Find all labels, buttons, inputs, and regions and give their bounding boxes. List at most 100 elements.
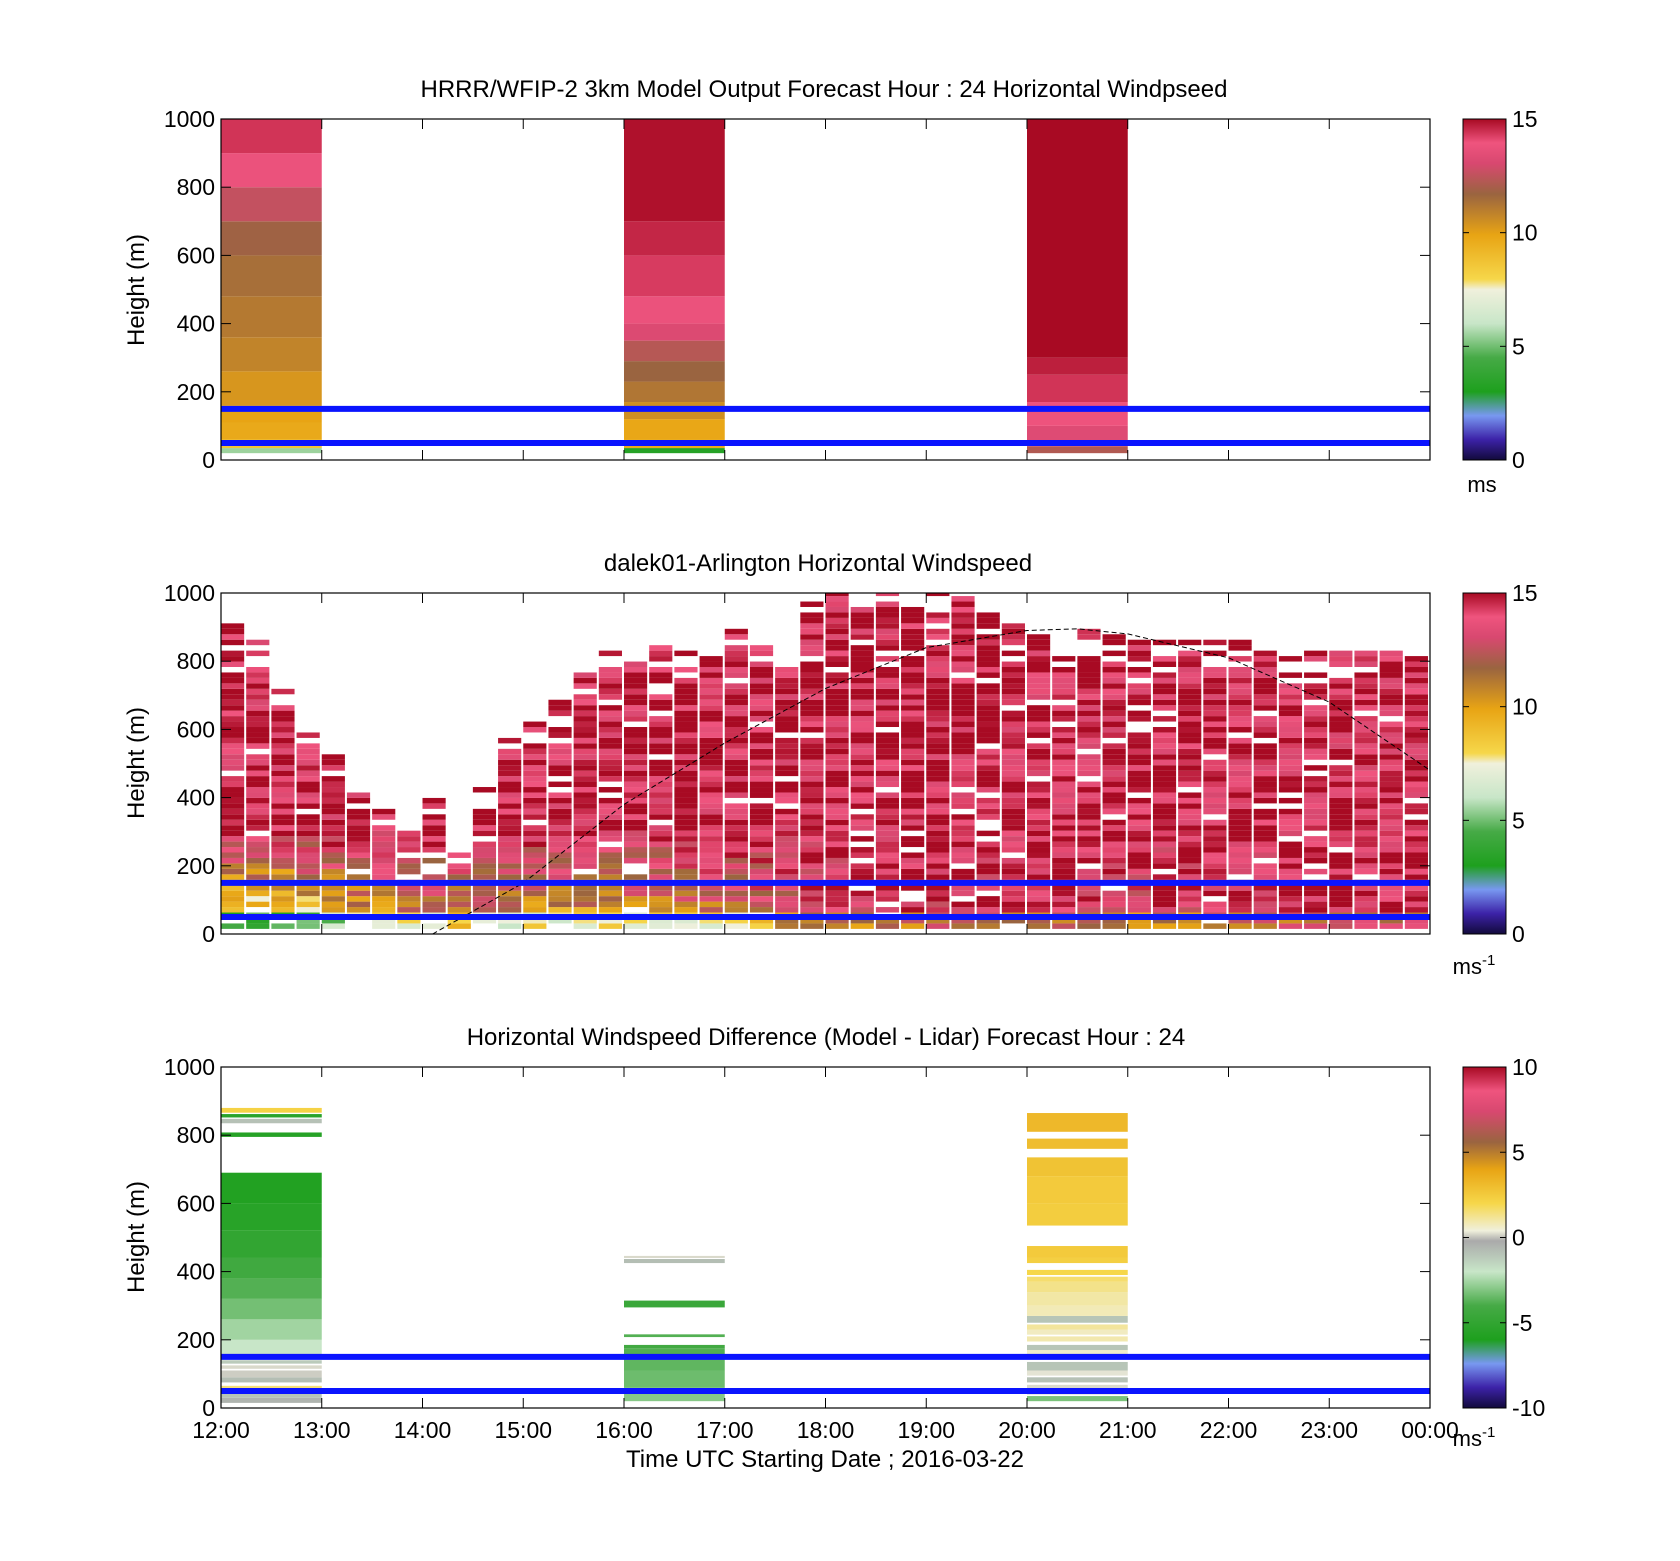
heatmap-cell [1127,814,1151,820]
heatmap-cell [1027,759,1051,766]
y-tick-label: 1000 [164,1054,215,1080]
heatmap-cell [951,792,975,798]
heatmap-cell [1379,863,1403,869]
heatmap-cell [1102,874,1126,880]
heatmap-cell [1178,852,1202,858]
heatmap-cell [1027,1157,1128,1177]
heatmap-cell [649,765,673,771]
heatmap-cell [1203,825,1227,831]
heatmap-cell [1152,639,1177,646]
heatmap-cell [1228,792,1252,798]
heatmap-cell [724,841,748,848]
heatmap-cell [674,836,698,842]
heatmap-cell [1304,743,1328,749]
heatmap-cell [1203,666,1227,673]
heatmap-cell [901,874,925,880]
heatmap-cell [598,683,622,689]
heatmap-cell [875,606,900,613]
heatmap-cell [624,814,648,820]
heatmap-cell [1178,808,1202,815]
heatmap-cell [749,661,774,667]
heatmap-cell [1127,650,1151,657]
panel-title: Horizontal Windspeed Difference (Model -… [467,1024,1186,1051]
heatmap-cell [498,803,522,809]
heatmap-cell [1379,765,1403,771]
heatmap-cell [850,759,874,766]
heatmap-cell [1127,890,1151,897]
heatmap-cell [1127,645,1151,651]
heatmap-cell [649,672,673,678]
heatmap-cell [749,732,774,738]
heatmap-cell [422,907,446,913]
heatmap-cell [523,797,547,804]
heatmap-cell [951,857,975,864]
heatmap-cell [724,748,748,755]
heatmap-cell [1052,672,1076,678]
heatmap-cell [800,737,824,744]
heatmap-cell [221,874,245,880]
heatmap-cell [825,639,849,646]
heatmap-cell [1027,645,1051,651]
heatmap-cell [1228,907,1252,913]
heatmap-cell [1379,857,1403,864]
heatmap-cell [1379,672,1403,678]
heatmap-cell [1052,814,1076,820]
heatmap-cell [548,907,572,913]
y-tick-label: 1000 [164,106,215,132]
heatmap-cell [422,819,446,826]
heatmap-cell [1027,1305,1128,1316]
heatmap-cell [1052,819,1076,826]
heatmap-cell [624,765,648,771]
heatmap-cell [624,666,648,673]
heatmap-cell [246,781,270,788]
heatmap-cell [1077,819,1101,826]
heatmap-cell [271,765,295,771]
heatmap-cell [951,688,975,695]
heatmap-cell [926,759,950,766]
heatmap-cell [1052,890,1076,897]
heatmap-cell [346,857,371,864]
heatmap-cell [1253,863,1277,869]
heatmap-cell [1027,814,1051,820]
heatmap-cell [1077,661,1101,667]
heatmap-cell [1102,770,1126,777]
heatmap-cell [674,830,698,837]
heatmap-cell [825,732,849,738]
heatmap-cell [1203,705,1227,711]
heatmap-cell [699,710,723,717]
lidar-panel: dalek01-Arlington Horizontal Windspeed H… [123,550,1538,979]
heatmap-cell [1001,841,1025,848]
heatmap-cell [901,710,925,717]
heatmap-cell [1304,694,1328,700]
heatmap-cell [498,792,522,798]
heatmap-cell [296,787,320,793]
heatmap-cell [1052,803,1076,809]
heatmap-cell [800,863,824,869]
heatmap-cell [1001,863,1025,869]
heatmap-cell [1278,716,1303,722]
heatmap-cell [321,759,345,766]
heatmap-cell [1178,781,1202,788]
y-tick-label: 0 [202,1395,215,1421]
heatmap-cell [346,814,371,820]
heatmap-cell [724,814,748,820]
heatmap-cell [246,754,270,760]
heatmap-cell [926,819,950,826]
heatmap-cell [749,863,774,869]
heatmap-cell [1127,797,1151,804]
heatmap-cell [1253,868,1277,875]
heatmap-cell [850,814,874,820]
heatmap-cell [346,847,371,853]
heatmap-cell [271,705,295,711]
heatmap-cell [901,759,925,766]
heatmap-cell [1404,716,1428,722]
heatmap-cell [1052,694,1076,700]
heatmap-cell [1178,759,1202,766]
heatmap-cell [1178,770,1202,777]
heatmap-cell [699,907,723,913]
heatmap-cell [1001,759,1025,766]
heatmap-cell [1278,917,1303,924]
heatmap-cell [901,737,925,744]
heatmap-cell [523,836,547,842]
heatmap-cell [271,923,295,929]
